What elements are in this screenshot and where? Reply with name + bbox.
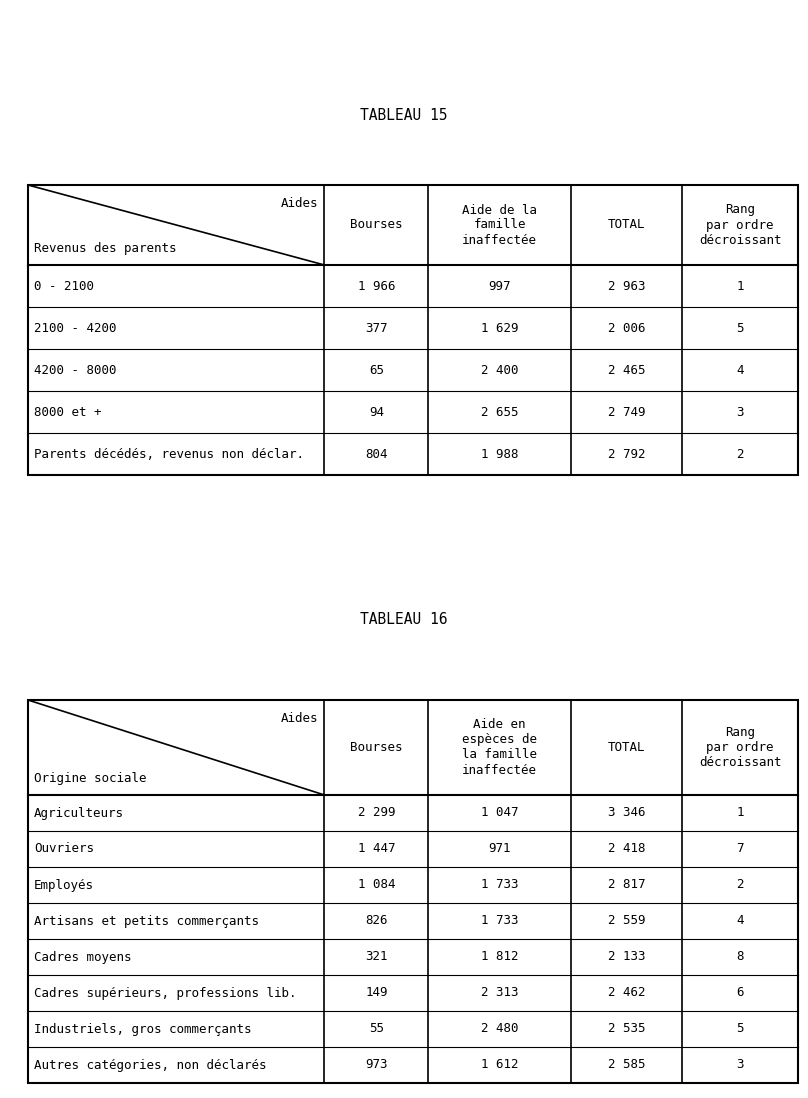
Text: 2 749: 2 749	[608, 405, 646, 418]
Text: 1 084: 1 084	[358, 878, 395, 892]
Text: 0 - 2100: 0 - 2100	[34, 280, 94, 292]
Text: 149: 149	[365, 986, 388, 999]
Text: 1: 1	[737, 807, 744, 819]
Text: 377: 377	[365, 322, 388, 335]
Text: 1 047: 1 047	[481, 807, 519, 819]
Text: Employés: Employés	[34, 878, 94, 892]
Text: 2 585: 2 585	[608, 1058, 646, 1072]
Text: 2 817: 2 817	[608, 878, 646, 892]
Text: 2 462: 2 462	[608, 986, 646, 999]
Text: Rang
par ordre
décroissant: Rang par ordre décroissant	[699, 203, 781, 246]
Text: 3: 3	[737, 405, 744, 418]
Text: 2 400: 2 400	[481, 363, 519, 377]
Text: 3 346: 3 346	[608, 807, 646, 819]
Text: 1 447: 1 447	[358, 842, 395, 855]
Text: 321: 321	[365, 951, 388, 964]
Text: 5: 5	[737, 1022, 744, 1035]
Text: Parents décédés, revenus non déclar.: Parents décédés, revenus non déclar.	[34, 448, 304, 460]
Text: Bourses: Bourses	[350, 219, 402, 232]
Text: Revenus des parents: Revenus des parents	[34, 242, 176, 255]
Text: 973: 973	[365, 1058, 388, 1072]
Text: TABLEAU 16: TABLEAU 16	[360, 613, 448, 627]
Text: 3: 3	[737, 1058, 744, 1072]
Text: 4: 4	[737, 915, 744, 928]
Text: 2 006: 2 006	[608, 322, 646, 335]
Text: 4: 4	[737, 363, 744, 377]
Text: 2 655: 2 655	[481, 405, 519, 418]
Text: Bourses: Bourses	[350, 741, 402, 754]
Text: 2: 2	[737, 448, 744, 460]
Text: 2 480: 2 480	[481, 1022, 519, 1035]
Text: 826: 826	[365, 915, 388, 928]
Text: 2: 2	[737, 878, 744, 892]
Text: 2 559: 2 559	[608, 915, 646, 928]
Bar	[28, 701, 798, 1083]
Text: 8: 8	[737, 951, 744, 964]
Text: Aides: Aides	[281, 197, 318, 210]
Text: 2 133: 2 133	[608, 951, 646, 964]
Text: 1 733: 1 733	[481, 878, 519, 892]
Text: Aide de la
famille
inaffectée: Aide de la famille inaffectée	[462, 203, 537, 246]
Text: 1 966: 1 966	[358, 280, 395, 292]
Text: Artisans et petits commerçants: Artisans et petits commerçants	[34, 915, 259, 928]
Text: TOTAL: TOTAL	[608, 219, 646, 232]
Text: 1 612: 1 612	[481, 1058, 519, 1072]
Text: Origine sociale: Origine sociale	[34, 772, 146, 785]
Text: 1: 1	[737, 280, 744, 292]
Text: 971: 971	[488, 842, 511, 855]
Text: 2 418: 2 418	[608, 842, 646, 855]
Text: Cadres supérieurs, professions lib.: Cadres supérieurs, professions lib.	[34, 986, 297, 999]
Text: 55: 55	[369, 1022, 384, 1035]
Text: Aide en
espèces de
la famille
inaffectée: Aide en espèces de la famille inaffectée	[462, 718, 537, 776]
Text: 2 313: 2 313	[481, 986, 519, 999]
Text: 997: 997	[488, 280, 511, 292]
Text: 1 629: 1 629	[481, 322, 519, 335]
Text: 5: 5	[737, 322, 744, 335]
Text: 2 963: 2 963	[608, 280, 646, 292]
Text: Ouvriers: Ouvriers	[34, 842, 94, 855]
Text: 1 733: 1 733	[481, 915, 519, 928]
Text: 2 792: 2 792	[608, 448, 646, 460]
Text: Autres catégories, non déclarés: Autres catégories, non déclarés	[34, 1058, 267, 1072]
Text: Agriculteurs: Agriculteurs	[34, 807, 124, 819]
Text: 804: 804	[365, 448, 388, 460]
Text: 8000 et +: 8000 et +	[34, 405, 102, 418]
Text: 2 299: 2 299	[358, 807, 395, 819]
Text: Aides: Aides	[281, 712, 318, 725]
Text: 94: 94	[369, 405, 384, 418]
Bar	[28, 184, 798, 475]
Text: 65: 65	[369, 363, 384, 377]
Text: Industriels, gros commerçants: Industriels, gros commerçants	[34, 1022, 251, 1035]
Text: 6: 6	[737, 986, 744, 999]
Text: 2 465: 2 465	[608, 363, 646, 377]
Text: 4200 - 8000: 4200 - 8000	[34, 363, 116, 377]
Text: TOTAL: TOTAL	[608, 741, 646, 754]
Text: TABLEAU 15: TABLEAU 15	[360, 108, 448, 123]
Text: 1 988: 1 988	[481, 448, 519, 460]
Text: 2100 - 4200: 2100 - 4200	[34, 322, 116, 335]
Text: 7: 7	[737, 842, 744, 855]
Text: 2 535: 2 535	[608, 1022, 646, 1035]
Text: Rang
par ordre
décroissant: Rang par ordre décroissant	[699, 726, 781, 769]
Text: Cadres moyens: Cadres moyens	[34, 951, 132, 964]
Text: 1 812: 1 812	[481, 951, 519, 964]
